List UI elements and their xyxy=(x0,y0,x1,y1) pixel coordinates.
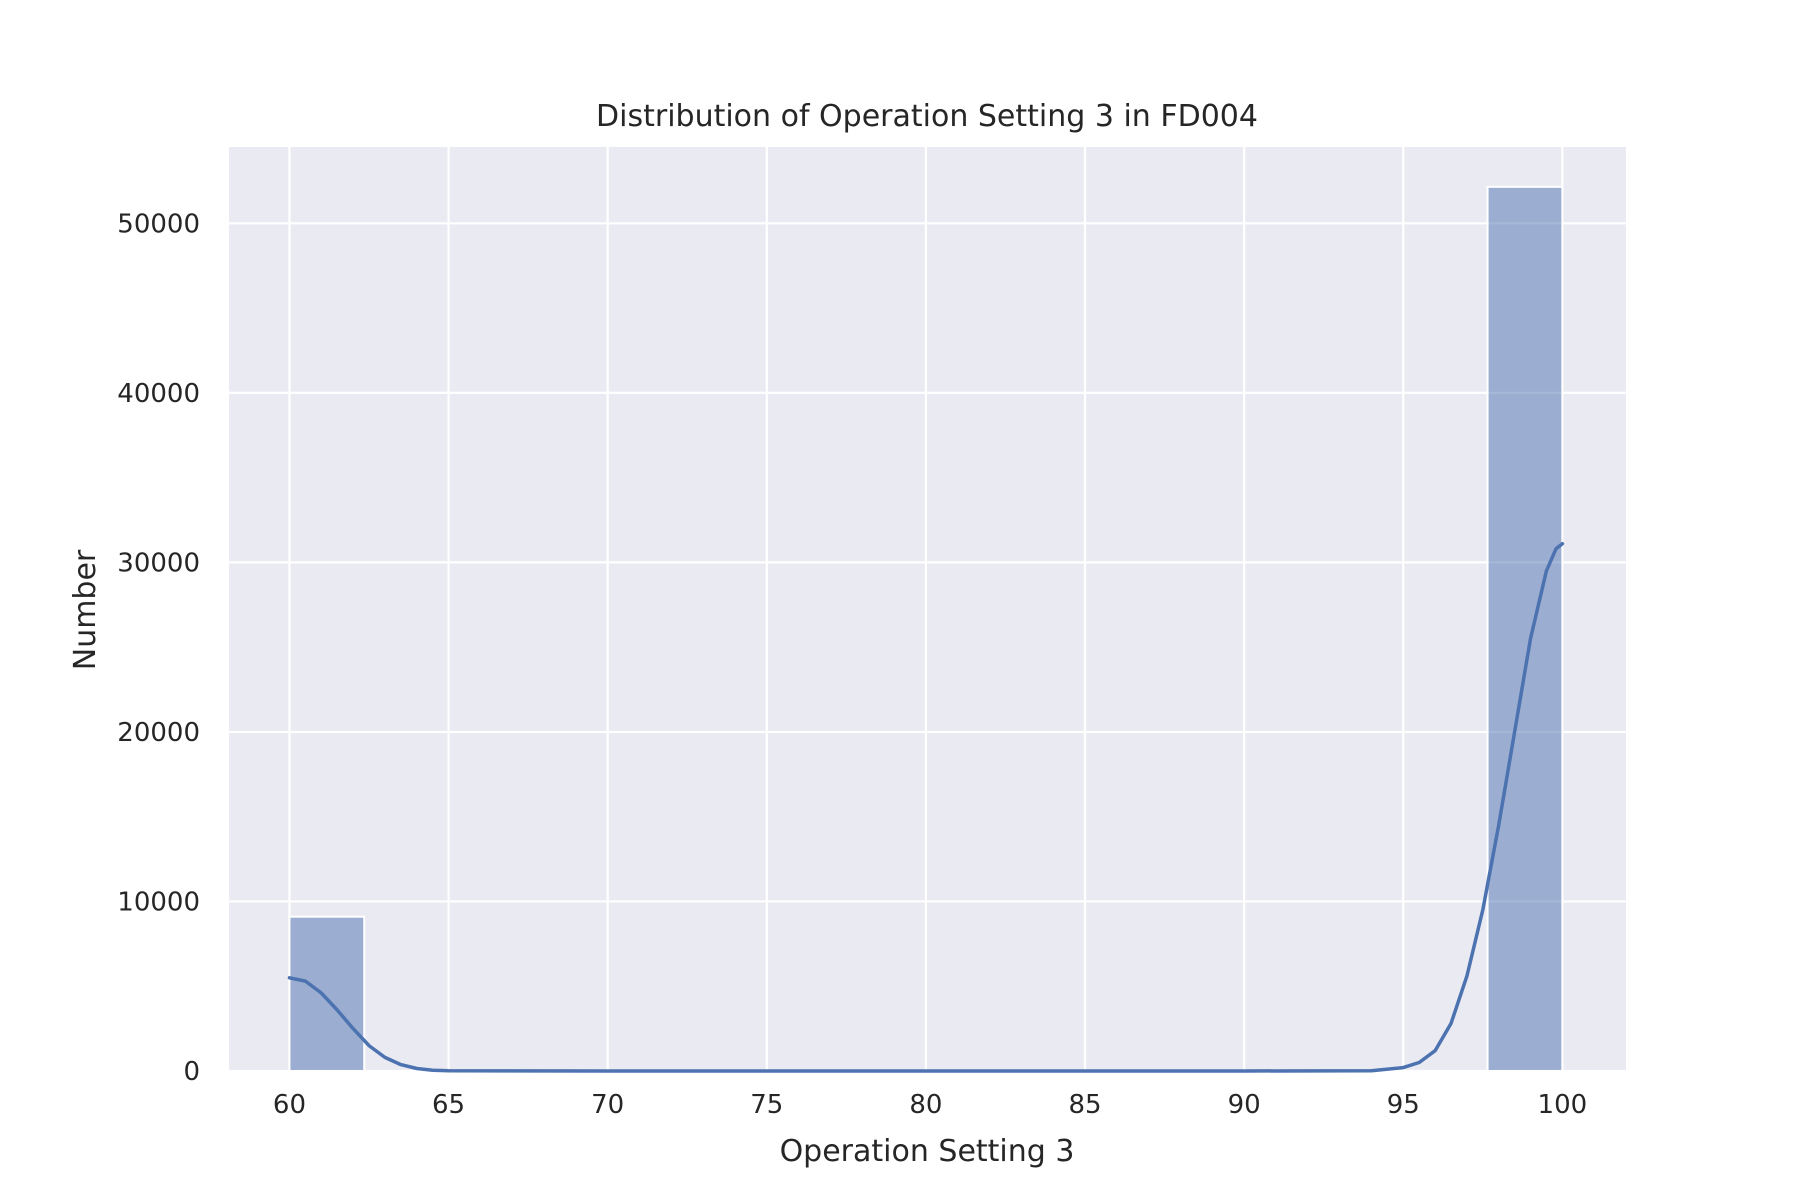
y-tick-labels: 0 10000 20000 30000 40000 50000 xyxy=(117,209,200,1087)
kde-line xyxy=(287,541,1565,1073)
kde-curve-layer xyxy=(287,541,1565,1073)
x-tick-label: 100 xyxy=(1538,1090,1588,1120)
x-tick-label: 70 xyxy=(591,1090,624,1120)
y-tick-label: 50000 xyxy=(117,209,200,239)
chart-title: Distribution of Operation Setting 3 in F… xyxy=(596,99,1258,134)
grid-lines xyxy=(229,147,1626,1073)
y-tick-label: 20000 xyxy=(117,718,200,748)
x-tick-label: 95 xyxy=(1387,1090,1420,1120)
y-tick-label: 0 xyxy=(183,1057,200,1087)
x-tick-label: 90 xyxy=(1228,1090,1261,1120)
y-tick-label: 40000 xyxy=(117,379,200,409)
x-tick-label: 65 xyxy=(432,1090,465,1120)
histogram-bar xyxy=(288,915,366,1072)
histogram-bar xyxy=(1486,185,1564,1072)
histogram-bars xyxy=(288,185,1564,1072)
y-tick-label: 10000 xyxy=(117,887,200,917)
x-tick-label: 60 xyxy=(273,1090,306,1120)
x-tick-labels: 60 65 70 75 80 85 90 95 100 xyxy=(273,1090,1587,1120)
x-tick-label: 80 xyxy=(909,1090,942,1120)
y-axis-label: Number xyxy=(68,549,103,670)
y-tick-label: 30000 xyxy=(117,548,200,578)
x-tick-label: 85 xyxy=(1068,1090,1101,1120)
x-tick-label: 75 xyxy=(750,1090,783,1120)
x-axis-label: Operation Setting 3 xyxy=(780,1134,1075,1169)
plot-area-background xyxy=(229,147,1626,1071)
